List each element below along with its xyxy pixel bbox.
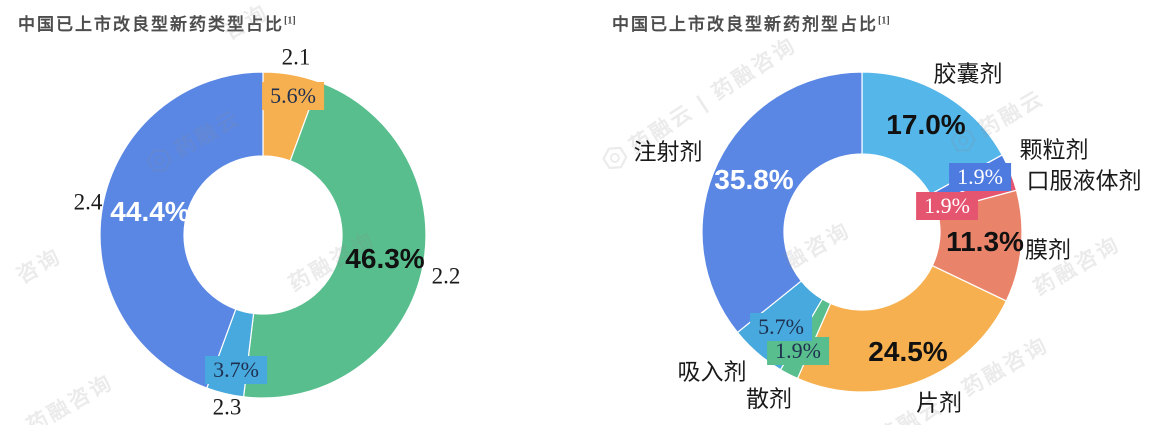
chart-title-drug-type: 中国已上市改良型新药类型占比[1] [18,10,296,35]
footnote-marker: [1] [878,15,890,27]
donut-segment-片剂 [796,264,1008,393]
donut-segment-2.2 [242,81,427,399]
donut-segment-2.4 [99,71,264,389]
chart-title-text: 中国已上市改良型新药剂型占比 [612,15,878,34]
footnote-marker: [1] [284,15,296,27]
chart-title-dosage-form: 中国已上市改良型新药剂型占比[1] [612,10,890,35]
donut-segment-注射剂 [701,71,863,334]
chart-title-text: 中国已上市改良型新药类型占比 [18,15,284,34]
